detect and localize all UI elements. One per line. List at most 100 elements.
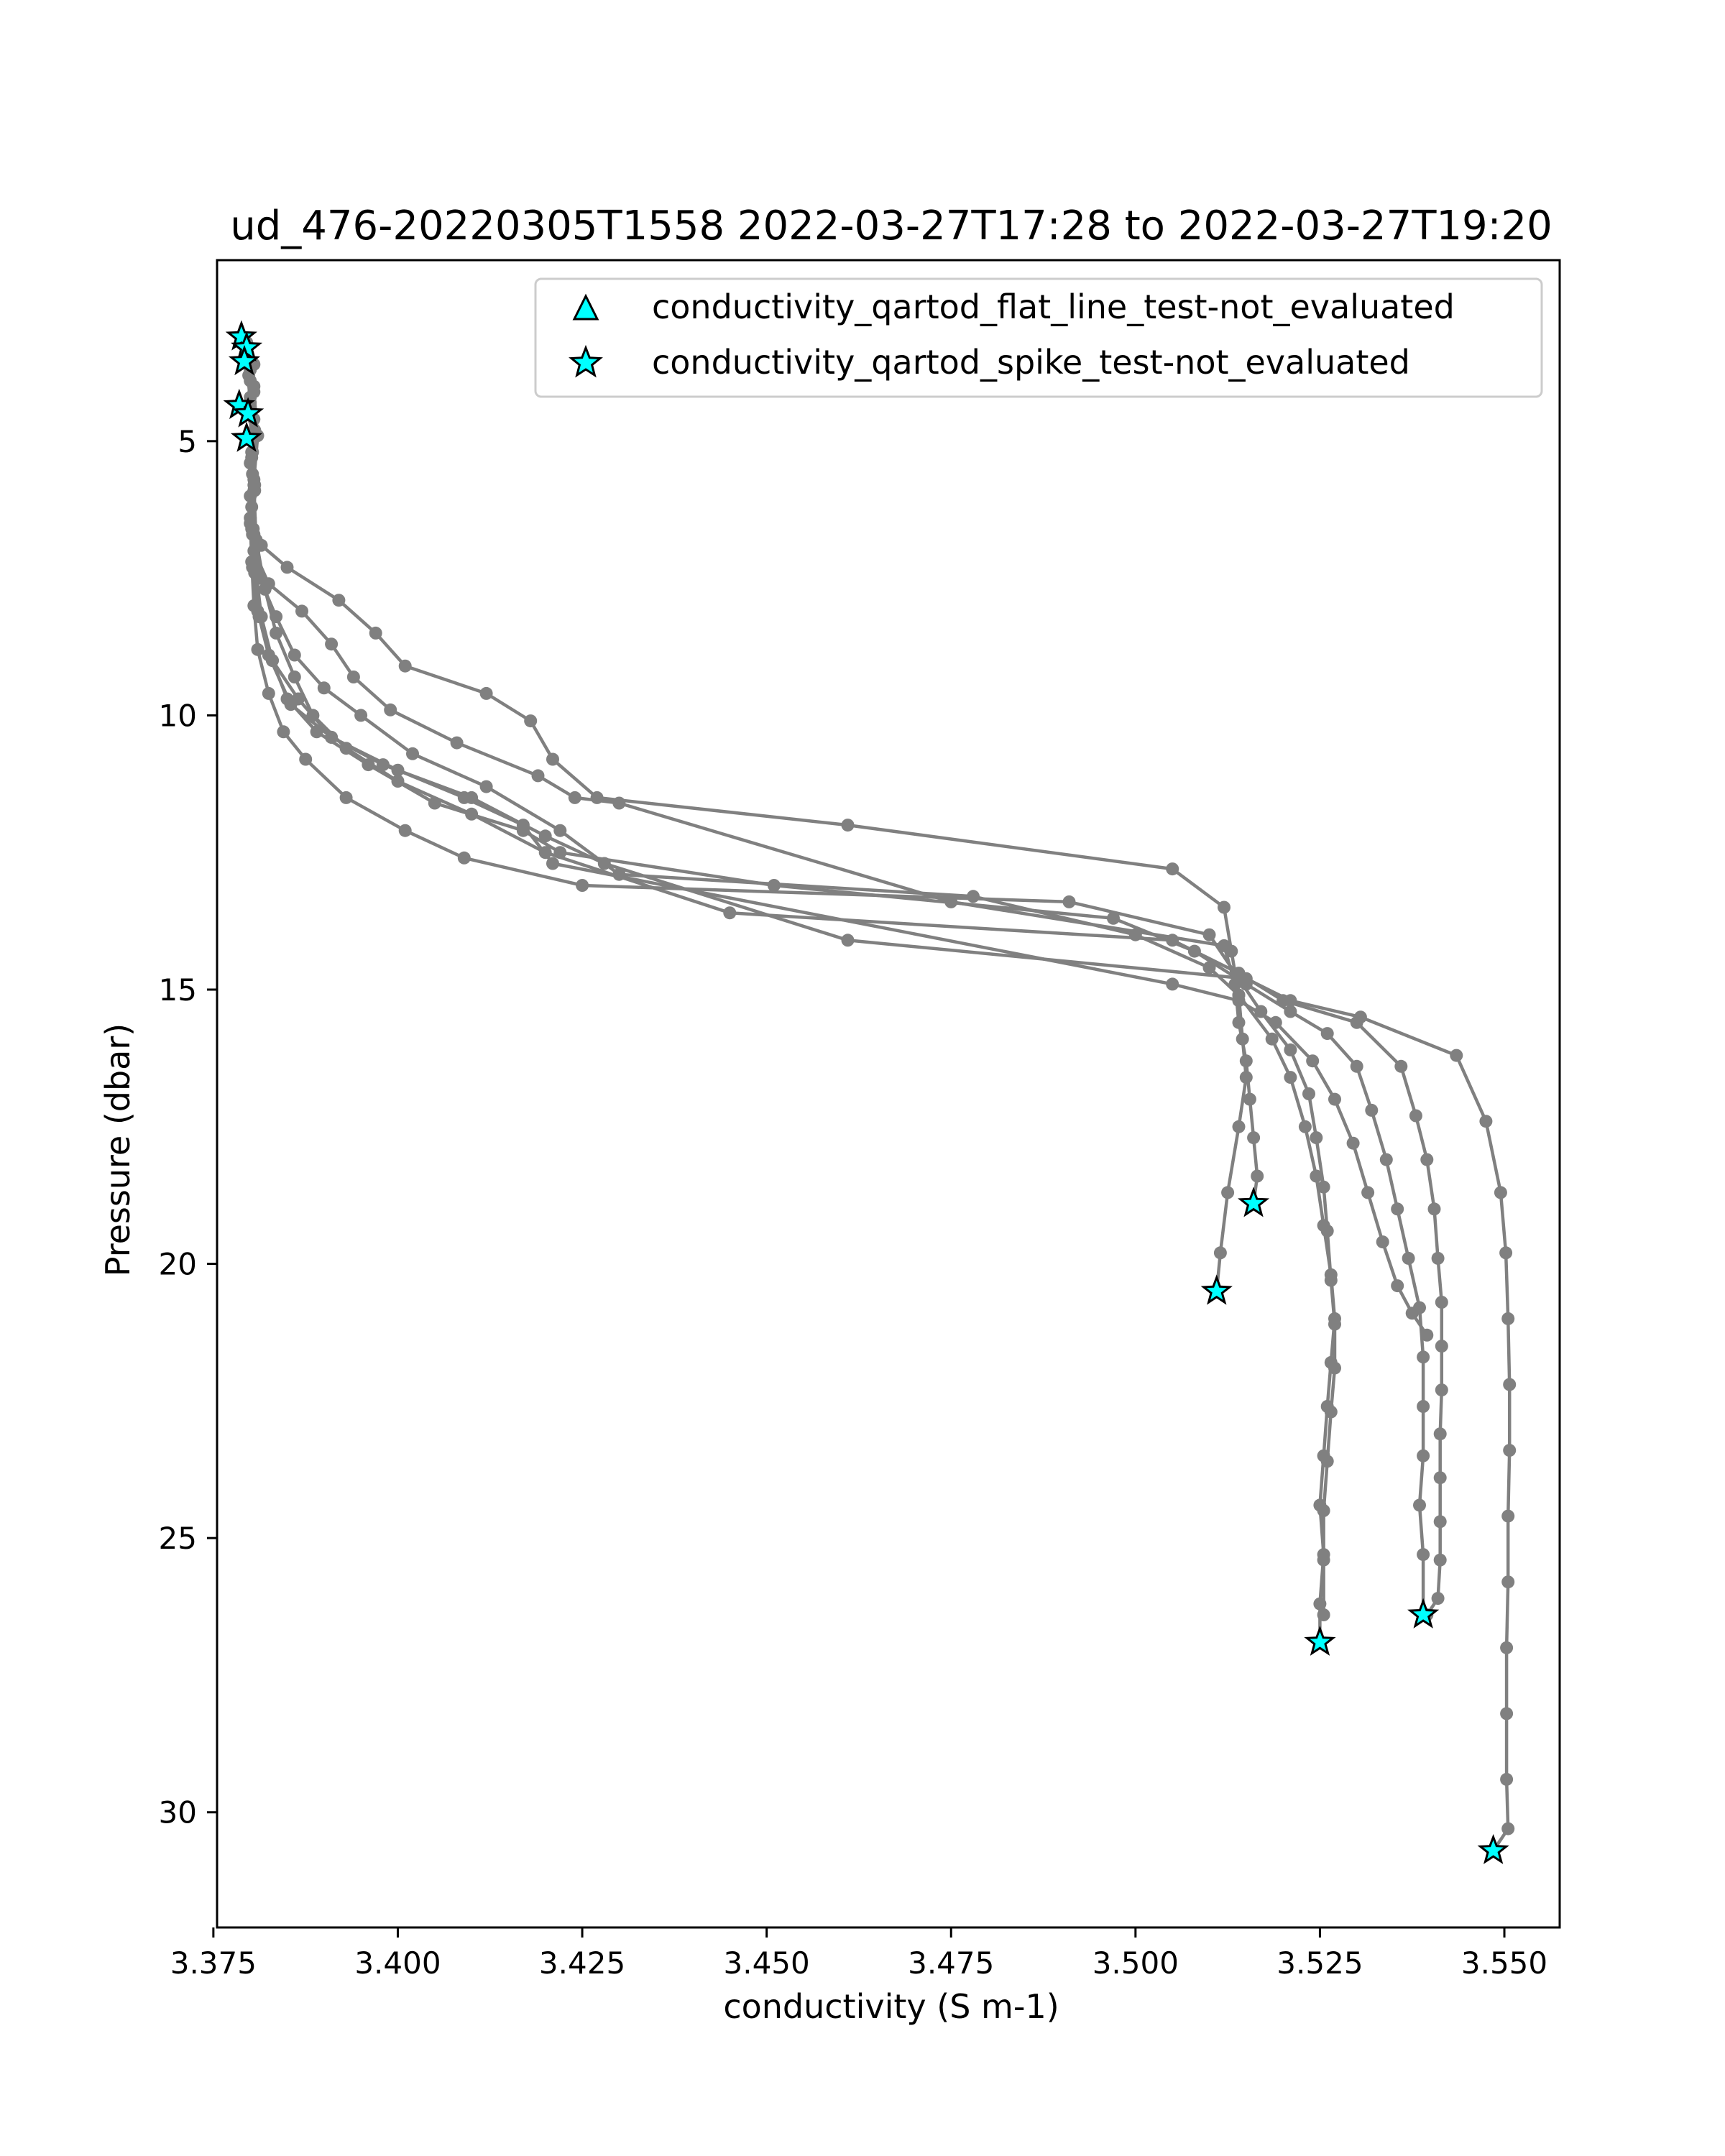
data-point [1320, 1027, 1334, 1041]
data-point [332, 594, 346, 607]
data-point [1239, 1054, 1253, 1068]
star-marker [1407, 1598, 1440, 1628]
data-point [1213, 1246, 1227, 1260]
data-point [277, 725, 290, 739]
data-point [248, 478, 262, 492]
data-point [1328, 1092, 1341, 1106]
y-tick-label: 10 [159, 698, 197, 733]
data-point [1413, 1498, 1426, 1512]
data-point [291, 692, 305, 706]
y-tick-label: 15 [159, 972, 197, 1008]
axes: 3.375 3.400 3.425 3.450 3.475 3.500 3.525 3.550… [159, 259, 1561, 1981]
data-point [841, 819, 855, 832]
data-point [1365, 1103, 1379, 1117]
data-point [1284, 1071, 1297, 1084]
data-point [1166, 977, 1179, 991]
series-1 [240, 341, 1253, 1298]
data-point [398, 824, 412, 837]
data-point [1394, 1059, 1408, 1073]
x-tick-label: 3.450 [724, 1945, 810, 1981]
x-tick-label: 3.550 [1461, 1945, 1547, 1981]
data-point [723, 906, 737, 920]
data-point [317, 681, 331, 695]
data-point [1499, 1246, 1513, 1260]
data-point [252, 610, 266, 624]
data-point [1317, 1608, 1330, 1621]
data-point [767, 879, 781, 892]
data-point [1324, 1273, 1338, 1287]
data-point [841, 934, 855, 947]
plot-area [223, 320, 1517, 1864]
data-point [1501, 1575, 1515, 1589]
plot-frame [216, 259, 1561, 1929]
data-point [531, 769, 545, 783]
legend: conductivity_qartod_flat_line_test-not_e… [534, 277, 1543, 398]
data-point [1376, 1235, 1389, 1249]
series-3 [240, 336, 1341, 1649]
data-point [479, 780, 493, 793]
data-point [1501, 1822, 1515, 1835]
x-tick-label: 3.475 [908, 1945, 994, 1981]
data-point [1427, 1202, 1441, 1216]
data-point [1202, 928, 1216, 941]
star-marker [1237, 1187, 1270, 1217]
data-point [465, 807, 479, 821]
series-2 [240, 341, 1264, 1210]
data-point [1247, 1131, 1261, 1145]
data-point [1361, 1186, 1375, 1199]
data-point [1310, 1169, 1323, 1183]
data-point [1433, 1427, 1447, 1441]
data-point [1501, 1509, 1515, 1523]
data-point [1265, 1032, 1279, 1046]
data-point [1269, 1015, 1282, 1029]
data-point [1500, 1641, 1514, 1654]
data-point [258, 582, 272, 596]
data-point [1306, 1054, 1320, 1068]
data-point [270, 626, 283, 640]
data-point [1284, 1043, 1297, 1056]
data-point [612, 796, 626, 810]
data-point [1298, 1120, 1312, 1133]
data-point [1166, 934, 1179, 947]
data-point [1500, 1772, 1514, 1786]
data-point [288, 648, 301, 662]
legend-triangle-marker [572, 293, 599, 321]
data-point [1450, 1049, 1463, 1062]
data-point [1062, 895, 1076, 908]
data-point [1302, 1087, 1315, 1100]
data-point [1435, 1296, 1448, 1309]
data-point [1379, 1153, 1393, 1166]
data-point [597, 857, 611, 870]
data-point [1320, 1455, 1334, 1468]
data-point [1346, 1136, 1360, 1150]
data-point [1284, 1005, 1297, 1018]
data-point [450, 736, 464, 750]
data-point [1310, 1131, 1323, 1145]
data-point [1107, 911, 1120, 925]
data-point [384, 703, 397, 717]
data-point [391, 763, 405, 777]
series-5 [240, 352, 1430, 1621]
data-point [247, 522, 260, 535]
data-point [1503, 1444, 1517, 1457]
series-6 [240, 336, 1448, 1621]
data-point [1433, 1553, 1447, 1567]
y-axis-label: Pressure (dbar) [98, 1023, 137, 1276]
data-point [1324, 1405, 1338, 1419]
data-point [1243, 1092, 1256, 1106]
data-point [538, 829, 552, 843]
data-point [1239, 972, 1253, 985]
data-point [1317, 1504, 1330, 1517]
legend-label-spike: conductivity_qartod_spike_test-not_evalu… [652, 343, 1410, 382]
data-point [1433, 1471, 1447, 1485]
data-point [1166, 862, 1179, 876]
data-point [1218, 939, 1230, 952]
data-point [1435, 1340, 1448, 1353]
data-point [299, 752, 313, 766]
data-point [1479, 1115, 1493, 1128]
star-marker [1200, 1274, 1233, 1305]
y-tick-label: 20 [159, 1247, 197, 1282]
data-point [1417, 1449, 1430, 1462]
data-point [1221, 1186, 1235, 1199]
